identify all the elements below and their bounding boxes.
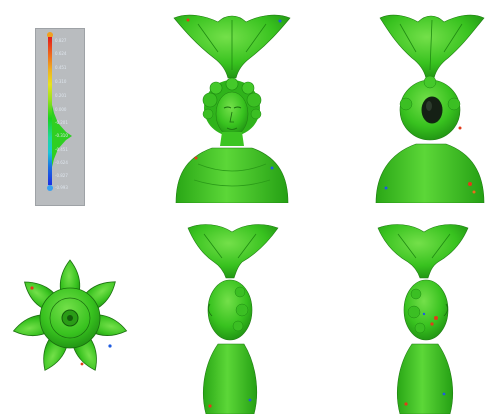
distribution-histogram-icon	[52, 105, 72, 167]
scale-tick-label: 0.000	[55, 107, 67, 112]
scale-max-marker-icon	[47, 32, 53, 38]
scale-tick-label: -0.451	[55, 147, 68, 152]
bust-front-view	[168, 8, 296, 203]
scale-tick-label: -0.827	[55, 173, 68, 178]
bust-right-side-view	[372, 214, 476, 414]
scale-tick-label: -0.310	[55, 133, 68, 138]
scale-tick-label: 0.827	[55, 38, 67, 43]
bust-left-side-view	[180, 214, 284, 414]
deviation-color-scale: 0.827 0.624 0.451 0.310 0.201 0.000 -0.2…	[35, 28, 85, 206]
bust-back-view	[370, 8, 486, 203]
scale-tick-label: -0.993	[55, 185, 68, 190]
scale-tick-label: 0.201	[55, 93, 67, 98]
scale-tick-label: -0.624	[55, 160, 68, 165]
scale-min-marker-icon	[47, 185, 53, 191]
scale-tick-label: 0.310	[55, 79, 67, 84]
color-gradient-bar	[48, 37, 52, 185]
scale-tick-label: 0.624	[55, 51, 67, 56]
scale-tick-label: 0.451	[55, 65, 67, 70]
scale-tick-label: -0.201	[55, 120, 68, 125]
bust-top-view	[8, 256, 132, 380]
